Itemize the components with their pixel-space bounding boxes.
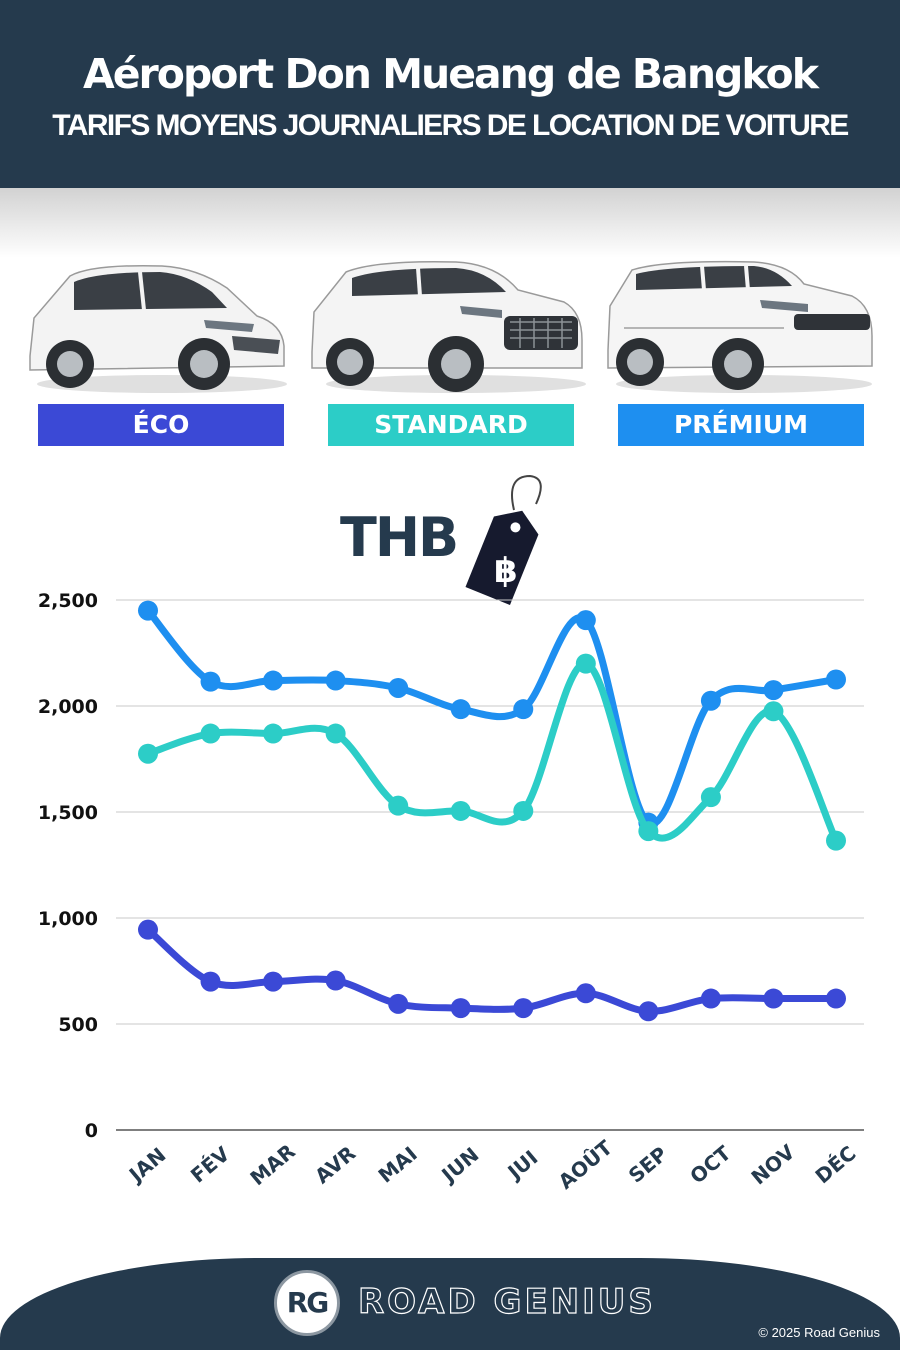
road-genius-logo-icon: RG <box>274 1270 340 1336</box>
page-title: Aéroport Don Mueang de Bangkok <box>83 50 819 98</box>
x-tick-label: MAI <box>374 1142 422 1188</box>
price-tag-icon: ฿ <box>465 474 542 605</box>
line-chart: 0 500 1,000 1,500 2,000 2,500 JAN FÉV MAR AVR MAI J… <box>38 590 864 1194</box>
data-point-premium <box>138 600 158 621</box>
currency-label: THB <box>340 506 459 569</box>
x-tick-label: AVR <box>310 1141 360 1188</box>
baht-symbol: ฿ <box>494 551 518 591</box>
copyright-text: © 2025 Road Genius <box>758 1325 880 1340</box>
series-line-eco <box>144 926 840 1015</box>
x-tick-label: JUN <box>435 1142 483 1188</box>
luxury-suv-car-image <box>607 260 873 393</box>
legend-badge-eco: ÉCO <box>38 404 284 446</box>
suv-car-image <box>311 260 586 393</box>
series-line-premium <box>144 607 840 828</box>
y-tick-label: 1,000 <box>38 908 98 930</box>
data-point-standard <box>575 653 596 674</box>
y-tick-label: 2,500 <box>38 590 98 612</box>
data-point-premium <box>388 677 409 698</box>
data-point-eco <box>450 998 471 1019</box>
footer-bar <box>0 1258 900 1350</box>
data-point-eco <box>200 971 221 992</box>
x-tick-label: NOV <box>747 1139 800 1189</box>
y-tick-label: 500 <box>58 1014 98 1036</box>
y-tick-label: 1,500 <box>38 802 98 824</box>
data-point-premium <box>700 690 721 711</box>
data-point-standard <box>325 723 346 744</box>
x-tick-label: AOÛT <box>554 1135 617 1194</box>
y-tick-label: 0 <box>85 1120 98 1142</box>
legend-badge-standard-label: STANDARD <box>374 410 528 439</box>
data-point-eco <box>700 988 721 1009</box>
data-point-standard <box>763 701 784 722</box>
data-point-premium <box>513 699 534 720</box>
data-point-premium <box>450 699 471 720</box>
data-point-standard <box>200 723 221 744</box>
data-point-standard <box>263 723 284 744</box>
data-point-standard <box>138 743 158 764</box>
legend-badge-premium-label: PRÉMIUM <box>673 410 808 439</box>
data-point-eco <box>138 919 158 940</box>
data-point-eco <box>513 998 534 1019</box>
data-point-eco <box>388 993 409 1014</box>
header-shadow <box>0 188 900 258</box>
data-point-eco <box>638 1001 659 1022</box>
x-tick-label: OCT <box>685 1141 735 1189</box>
data-point-premium <box>575 610 596 631</box>
x-tick-label: JAN <box>123 1143 170 1188</box>
data-point-premium <box>826 669 846 690</box>
data-point-eco <box>763 988 784 1009</box>
data-point-eco <box>325 970 346 991</box>
data-point-standard <box>826 830 846 851</box>
y-tick-label: 2,000 <box>38 696 98 718</box>
data-point-premium <box>263 670 284 691</box>
x-tick-label: FÉV <box>186 1141 235 1187</box>
x-tick-label: MAR <box>245 1139 299 1190</box>
hatchback-car-image <box>29 264 287 393</box>
data-point-standard <box>513 800 534 821</box>
data-point-standard <box>638 821 659 842</box>
legend-badge-eco-label: ÉCO <box>132 410 190 439</box>
data-point-eco <box>575 983 596 1004</box>
brand-name: ROAD GENIUS <box>357 1281 656 1322</box>
x-tick-label: SEP <box>624 1142 672 1188</box>
data-point-standard <box>450 800 471 821</box>
x-tick-label: JUI <box>502 1145 543 1185</box>
data-point-standard <box>388 795 409 816</box>
data-point-premium <box>763 680 784 701</box>
data-point-premium <box>325 670 346 691</box>
page-subtitle: TARIFS MOYENS JOURNALIERS DE LOCATION DE… <box>52 109 849 142</box>
series-line-standard <box>144 660 840 845</box>
data-point-premium <box>200 671 221 692</box>
header-banner: Aéroport Don Mueang de Bangkok TARIFS MO… <box>0 0 900 188</box>
data-point-eco <box>263 971 284 992</box>
data-point-standard <box>700 787 721 808</box>
legend-badge-premium: PRÉMIUM <box>618 404 864 446</box>
legend-badge-standard: STANDARD <box>328 404 574 446</box>
x-tick-label: DÉC <box>811 1141 861 1188</box>
data-point-eco <box>826 988 846 1009</box>
